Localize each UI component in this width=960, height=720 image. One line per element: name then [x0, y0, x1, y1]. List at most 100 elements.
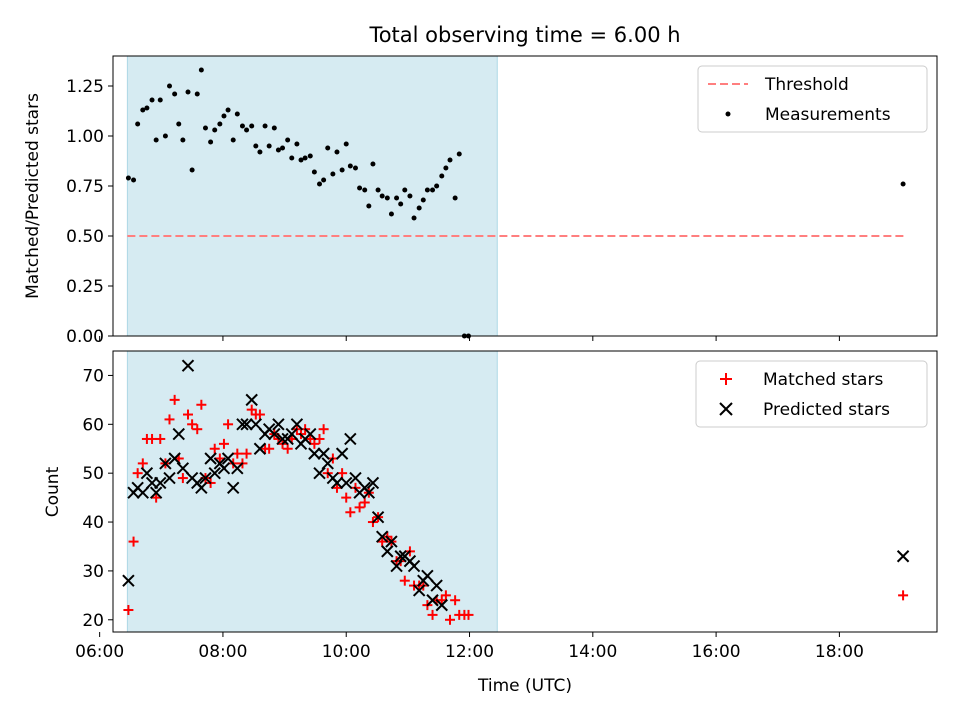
measurement-point — [230, 137, 236, 143]
chart-title: Total observing time = 6.00 h — [368, 23, 680, 47]
predicted-star-point — [366, 476, 380, 490]
measurement-point — [439, 173, 445, 179]
measurement-point — [430, 187, 436, 193]
measurement-point — [452, 195, 458, 201]
predicted-star-point — [330, 476, 344, 490]
matched-star-point — [341, 492, 352, 503]
x-axis-ticks: 06:00 08:00 10:00 12:00 14:00 16:00 18:00 — [75, 632, 864, 662]
predicted-star-point — [421, 569, 434, 583]
predicted-star-point — [340, 476, 353, 490]
measurement-point — [135, 121, 141, 127]
predicted-star-point — [253, 442, 267, 455]
legend-predicted-label: Predicted stars — [763, 400, 890, 420]
measurement-point — [144, 105, 150, 111]
measurement-point — [149, 97, 155, 103]
predicted-star-point — [195, 481, 208, 495]
legend-matched-swatch — [720, 373, 732, 385]
measurement-point — [125, 175, 131, 181]
measurement-point — [172, 91, 178, 97]
matched-star-point — [192, 424, 203, 435]
x-tick-label: 10:00 — [322, 642, 371, 662]
measurement-point — [294, 141, 300, 147]
plot-frame — [112, 350, 938, 633]
legend-measurements-label: Measurements — [765, 105, 891, 125]
y-tick-label: 0.50 — [66, 227, 104, 247]
predicted-star-point — [290, 418, 304, 431]
measurement-point — [275, 147, 281, 153]
measurement-point — [334, 149, 340, 155]
measurement-point — [325, 145, 331, 151]
measurement-point — [208, 139, 214, 145]
measurement-point — [131, 177, 137, 183]
predicted-star-point — [371, 510, 385, 524]
predicted-star-point — [140, 466, 154, 480]
y-tick-label: 60 — [82, 415, 104, 435]
predicted-star-point — [308, 447, 321, 460]
predicted-star-point — [159, 457, 172, 470]
measurement-point — [249, 123, 255, 129]
x-tick-label: 08:00 — [198, 642, 247, 662]
predicted-star-point — [249, 418, 263, 431]
measurement-point — [225, 107, 231, 113]
predicted-star-point — [181, 359, 195, 372]
measurement-point — [153, 137, 159, 143]
predicted-star-point — [390, 559, 403, 573]
measurement-point — [185, 89, 191, 95]
predicted-star-point — [168, 452, 181, 465]
matched-star-point — [151, 492, 162, 503]
predicted-star-point — [407, 559, 421, 573]
measurement-point — [302, 155, 308, 161]
predicted-star-point — [335, 447, 349, 460]
predicted-star-point — [204, 452, 217, 465]
matched-star-point — [399, 575, 410, 586]
measurement-point — [384, 195, 390, 201]
measurement-point — [456, 151, 462, 157]
y-axis-label: Count — [43, 466, 63, 517]
predicted-star-point — [163, 471, 176, 485]
measurement-point — [352, 165, 358, 171]
predicted-star-point — [317, 447, 330, 460]
predicted-star-point — [313, 466, 326, 480]
measurement-point — [379, 193, 385, 199]
measurement-point — [180, 137, 186, 143]
matched-star-point — [164, 414, 175, 425]
matched-star-point — [440, 590, 451, 601]
measurement-point — [330, 171, 336, 177]
matched-star-point — [123, 605, 134, 616]
measurement-point — [416, 205, 422, 211]
measurement-point — [217, 121, 223, 127]
measurement-point — [198, 67, 204, 73]
y-tick-label: 20 — [82, 611, 104, 631]
legend-box — [697, 65, 928, 133]
measurement-point — [388, 211, 394, 217]
measurement-point — [398, 201, 404, 207]
y-tick-label: 30 — [82, 562, 104, 582]
predicted-star-point — [272, 418, 285, 431]
matched-star-point — [359, 497, 370, 508]
measurement-point — [194, 91, 200, 97]
matched-star-point — [463, 609, 474, 620]
measurement-point — [176, 121, 182, 127]
measurement-point — [271, 125, 277, 131]
measurement-point — [244, 127, 250, 133]
matched-star-point — [354, 502, 365, 513]
y-axis-ticks: 0.00 0.25 0.50 0.75 1.00 1.25 — [66, 77, 113, 347]
matched-star-point — [183, 409, 194, 420]
measurement-point — [311, 169, 317, 175]
y-tick-label: 1.25 — [66, 77, 104, 97]
measurement-point — [900, 181, 906, 187]
predicted-star-point — [349, 471, 362, 485]
measurement-point — [366, 203, 372, 209]
measurement-point — [140, 107, 146, 113]
predicted-star-point — [276, 432, 289, 446]
matched-star-point — [254, 409, 265, 420]
ratio-panel: Total observing time = 6.00 h 0.000.250.… — [23, 23, 938, 347]
predicted-star-point — [285, 427, 298, 441]
matched-star-point — [444, 614, 455, 625]
predicted-star-point — [221, 452, 235, 465]
predicted-star-point — [122, 574, 135, 587]
predicted-star-point — [240, 418, 253, 431]
measurement-point — [212, 127, 218, 133]
y-tick-label: 40 — [82, 513, 104, 533]
x-axis-ticks — [99, 336, 840, 341]
